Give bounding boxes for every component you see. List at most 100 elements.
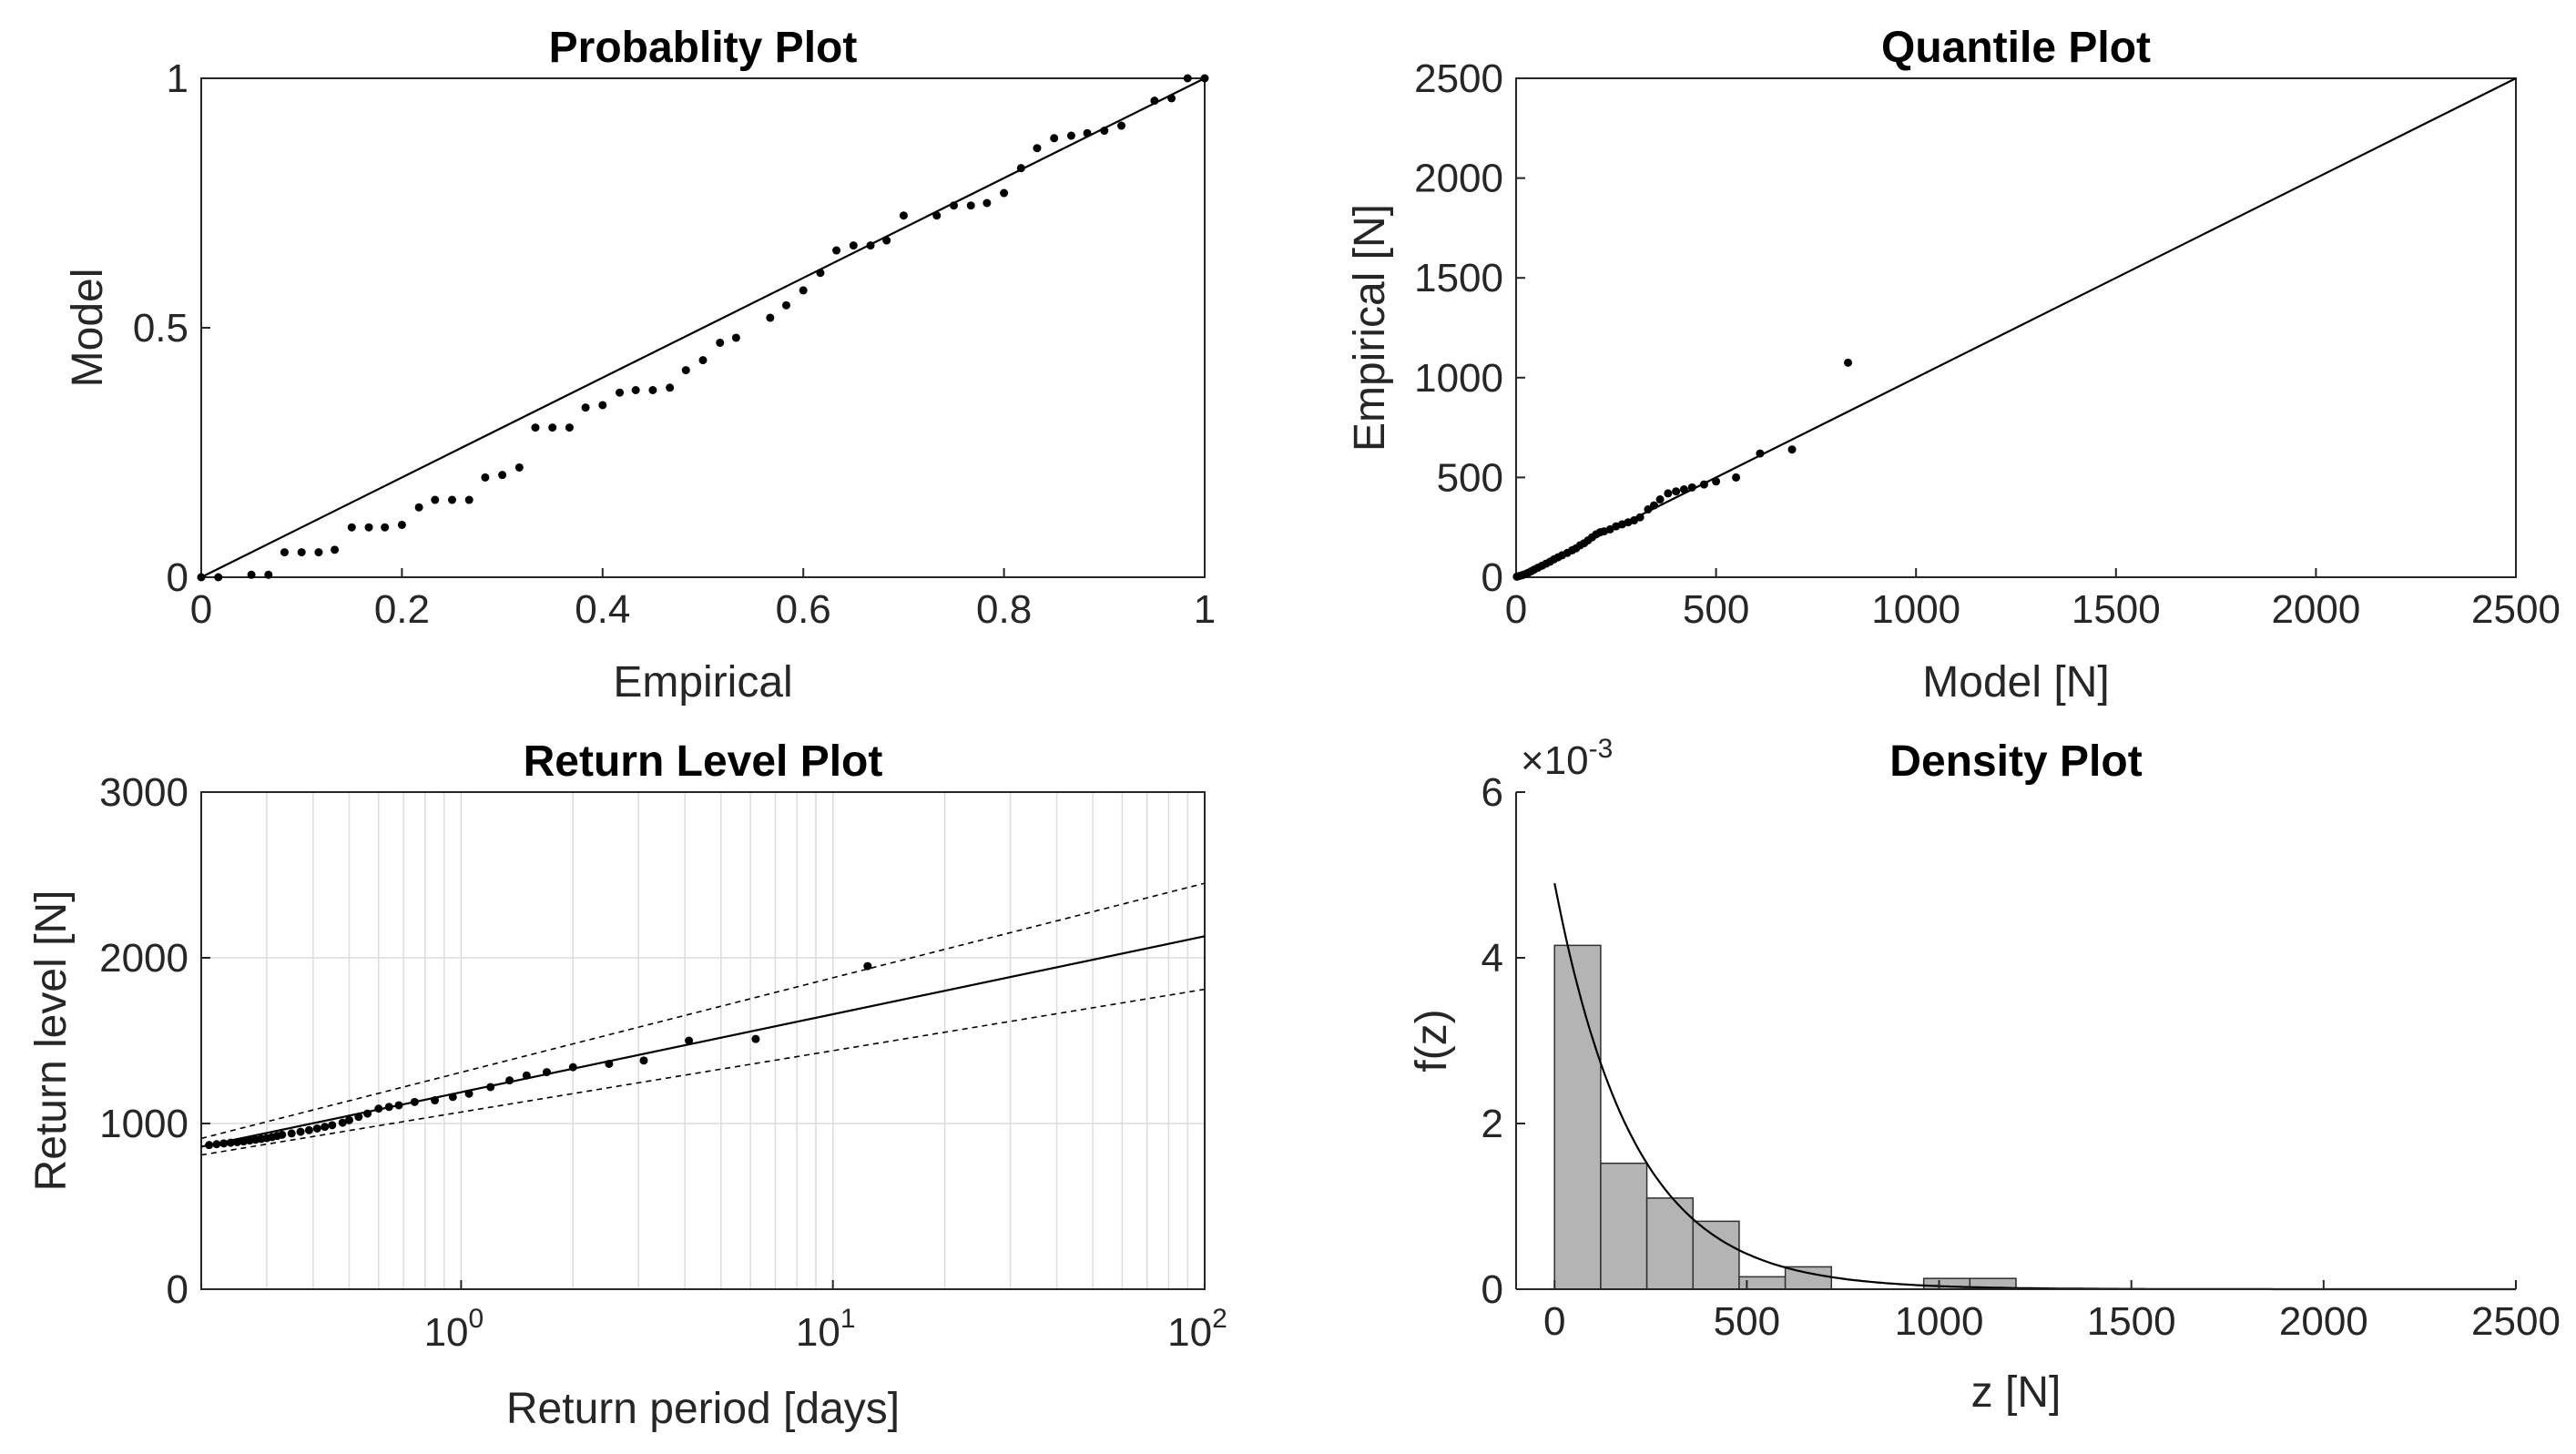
probability-point [347, 523, 356, 532]
return-level-point [233, 1137, 242, 1146]
return-level-plot-panel: Return Level Plot 100 101 102 0 1000 2000 3000… [27, 737, 1227, 1433]
return-level-point [338, 1118, 347, 1127]
probability-point [297, 548, 306, 557]
probability-point [397, 520, 406, 529]
probability-point [1033, 144, 1042, 153]
quant-y-tick-label: 0 [1481, 555, 1503, 600]
probability-point [932, 211, 942, 220]
density-plot-ylabel: f(z) [1408, 1009, 1456, 1072]
quantile-point [1635, 513, 1644, 522]
quantile-point [1664, 489, 1673, 498]
prob-x-tick-label: 0.2 [374, 587, 430, 632]
return-level-point [568, 1063, 577, 1072]
quant-y-tick-label: 2500 [1414, 56, 1503, 101]
probability-point [481, 473, 490, 482]
return-level-point [522, 1071, 531, 1080]
return-level-point [287, 1129, 296, 1138]
density-plot-xlabel: z [N] [1971, 1368, 2062, 1417]
probability-point [1150, 97, 1159, 106]
probability-point [1000, 188, 1009, 198]
probability-point [1100, 127, 1109, 136]
density-x-tick-label: 2000 [2279, 1299, 2368, 1344]
quantile-reference-line [1515, 77, 2517, 578]
probability-point [1117, 121, 1126, 130]
quantile-plot-xlabel: Model [N] [1922, 658, 2109, 707]
probability-point [498, 471, 507, 480]
return-level-point [296, 1127, 305, 1136]
return-level-confidence-line [200, 882, 1206, 1140]
return-level-point [486, 1083, 495, 1092]
return-level-point [410, 1097, 419, 1106]
probability-point [197, 573, 206, 582]
return-level-point [312, 1124, 321, 1133]
probability-point [565, 423, 574, 432]
probability-point [899, 211, 908, 220]
probability-point [1050, 134, 1059, 143]
return-level-x-tick-label: 100 [424, 1304, 484, 1355]
density-y-tick-label: 0 [1481, 1267, 1503, 1312]
return-level-point [685, 1036, 694, 1045]
quantile-point [1699, 480, 1708, 489]
probability-point [648, 386, 657, 394]
density-y-tick-label: 2 [1481, 1102, 1503, 1146]
return-level-point [278, 1130, 287, 1139]
prob-x-tick-label: 0.8 [976, 587, 1032, 632]
return-level-point [321, 1123, 330, 1132]
probability-point [364, 523, 373, 532]
probability-point [799, 286, 808, 295]
probability-point [314, 548, 323, 557]
probability-point [514, 463, 524, 472]
quant-y-tick-label: 1500 [1414, 256, 1503, 300]
quantile-point [1756, 449, 1765, 458]
return-level-point [505, 1076, 514, 1085]
probability-point [581, 403, 590, 412]
quant-x-tick-label: 1000 [1871, 587, 1960, 632]
probability-point [214, 573, 223, 582]
return-level-point [751, 1034, 760, 1043]
return-level-point [344, 1115, 353, 1124]
return-level-plot-title: Return Level Plot [524, 737, 883, 786]
probability-point [849, 241, 858, 250]
return-level-point [363, 1109, 372, 1118]
density-y-tick-label: 6 [1481, 770, 1503, 815]
density-histogram-bar [1553, 944, 1602, 1290]
quant-x-tick-label: 2000 [2271, 587, 2360, 632]
probability-point [816, 269, 825, 278]
probability-plot-xlabel: Empirical [613, 658, 792, 707]
density-x-tick-label: 500 [1714, 1299, 1780, 1344]
density-histogram-bar [1692, 1220, 1740, 1290]
probability-point [731, 333, 740, 342]
probability-point [1016, 164, 1025, 173]
probability-point [331, 545, 340, 554]
probability-point [832, 246, 841, 255]
probability-point [666, 383, 675, 392]
probability-point [1183, 74, 1192, 83]
probability-point [414, 503, 423, 512]
density-plot-panel: Density Plot 0 500 1000 1500 2000 2500 0 2 4 6 ×1… [1408, 734, 2561, 1417]
probability-plot-panel: Probablity Plot 0 0.2 0.4 0.6 0.8 1 0 0.5 1 Empi… [64, 24, 1216, 707]
return-level-plot-xlabel: Return period [days] [506, 1385, 900, 1433]
quantile-plot-title: Quantile Plot [1881, 24, 2151, 72]
probability-point [1066, 131, 1075, 140]
return-level-plot-axes-box [200, 791, 1206, 1290]
return-level-x-tick-label: 101 [796, 1304, 856, 1355]
probability-point [448, 495, 456, 504]
density-x-tick-label: 2500 [2471, 1299, 2561, 1344]
return-level-point [384, 1103, 393, 1112]
quantile-point [1655, 495, 1665, 504]
quant-y-tick-label: 500 [1437, 455, 1503, 500]
probability-point [264, 570, 273, 579]
return-level-point [431, 1096, 440, 1105]
prob-y-tick-label: 0 [167, 555, 188, 600]
probability-point [431, 495, 440, 504]
return-level-point [328, 1121, 337, 1130]
probability-point [681, 366, 690, 375]
quant-y-tick-label: 2000 [1414, 157, 1503, 201]
return-level-fit-line [200, 935, 1206, 1148]
density-x-tick-label: 1500 [2087, 1299, 2176, 1344]
density-plot-title: Density Plot [1889, 737, 2142, 786]
return-level-confidence-line [200, 988, 1206, 1156]
quant-x-tick-label: 2500 [2471, 587, 2561, 632]
density-y-tick-label: 4 [1481, 936, 1503, 981]
